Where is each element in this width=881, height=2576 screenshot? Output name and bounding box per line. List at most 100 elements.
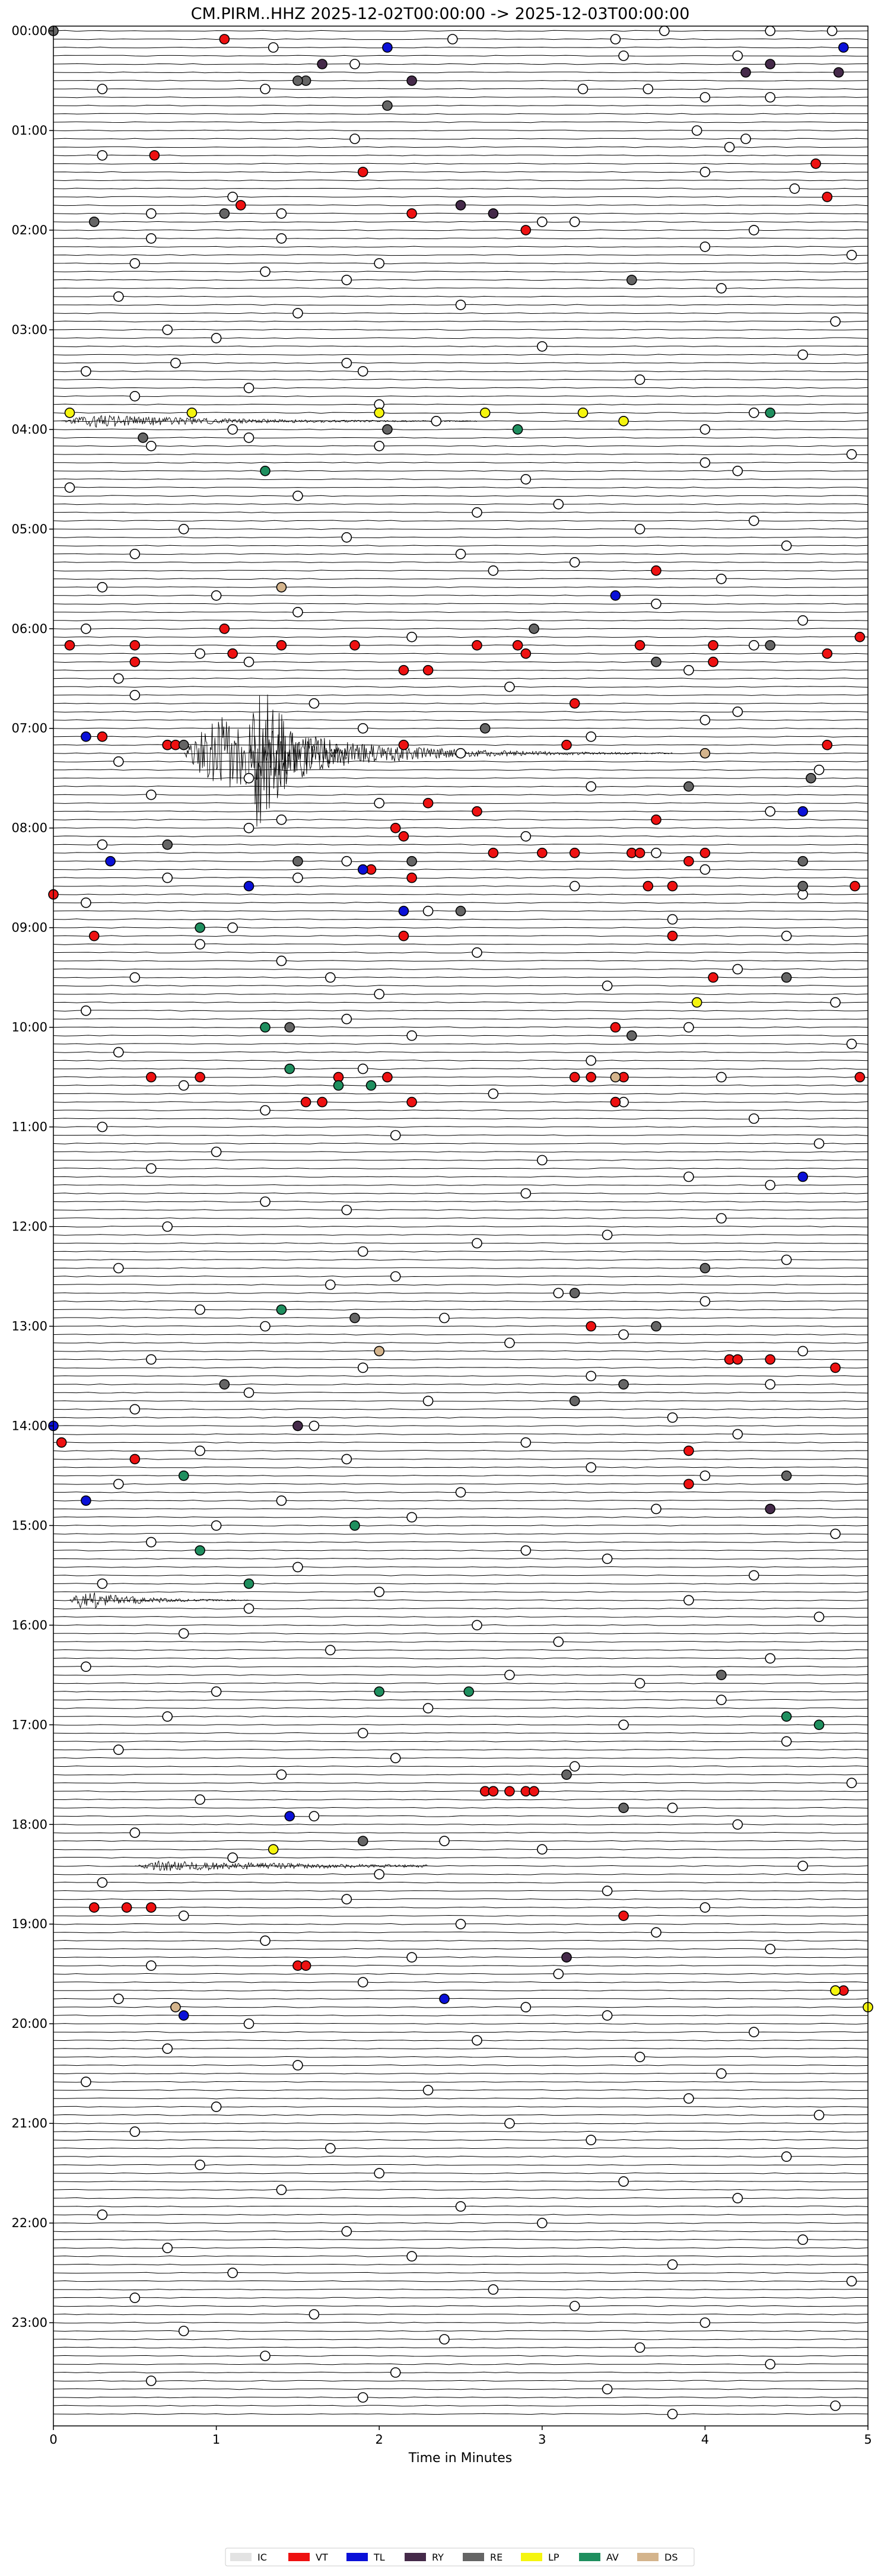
event-marker-ic <box>586 1055 597 1066</box>
event-marker-ic <box>586 2135 597 2145</box>
trace-row <box>53 30 869 32</box>
trace-row <box>53 761 869 763</box>
event-marker-ic <box>211 590 222 601</box>
event-marker-vt <box>398 664 409 676</box>
event-marker-ic <box>178 523 189 535</box>
trace-row <box>53 1848 869 1850</box>
y-tick-label: 17:00 <box>11 1718 47 1732</box>
trace-row <box>53 561 869 564</box>
event-marker-ic <box>341 1894 352 1904</box>
event-marker-ic <box>374 258 385 269</box>
event-marker-vt <box>398 831 409 842</box>
event-marker-ic <box>586 781 597 792</box>
trace-row <box>53 570 869 572</box>
event-marker-re <box>349 1312 360 1324</box>
legend-label-lp: LP <box>548 2552 559 2563</box>
y-tick-label: 11:00 <box>11 1120 47 1134</box>
trace-row <box>53 1408 869 1410</box>
event-marker-ic <box>765 92 775 103</box>
event-marker-ic <box>781 1736 792 1747</box>
trace-row <box>53 1732 869 1734</box>
event-marker-ic <box>146 440 157 451</box>
event-marker-ic <box>81 897 91 908</box>
event-marker-ic <box>634 374 645 385</box>
trace-row <box>53 486 869 489</box>
event-marker-ic <box>586 731 597 742</box>
trace-row <box>53 636 869 638</box>
trace-row <box>53 1309 869 1311</box>
signal-burst <box>135 1860 428 1871</box>
event-marker-ic <box>341 2226 352 2237</box>
event-marker-vt <box>561 739 572 750</box>
event-marker-vt <box>810 158 821 169</box>
event-marker-vt <box>398 930 409 942</box>
trace-row <box>53 2346 869 2349</box>
event-marker-ic <box>732 963 743 975</box>
event-marker-ic <box>716 1071 727 1083</box>
event-marker-ic <box>813 2110 825 2120</box>
event-marker-vt <box>667 930 678 942</box>
event-marker-ic <box>357 1063 368 1074</box>
y-tick-label: 07:00 <box>11 721 47 736</box>
trace-row <box>53 1176 869 1178</box>
y-tick-label: 20:00 <box>11 2017 47 2031</box>
trace-row <box>53 1558 869 1560</box>
event-marker-ic <box>781 540 792 551</box>
event-marker-tl <box>178 2010 189 2021</box>
trace-row <box>53 478 869 481</box>
signal-burst <box>69 1592 249 1609</box>
trace-row <box>53 262 869 265</box>
trace-row <box>53 2189 869 2191</box>
trace-row <box>53 1209 869 1211</box>
event-marker-vt <box>708 972 718 983</box>
event-marker-ic <box>374 1869 385 1879</box>
event-marker-re <box>292 856 303 867</box>
signal-burst <box>61 415 478 428</box>
x-tick-label: 3 <box>538 2432 546 2447</box>
trace-row <box>53 661 868 663</box>
trace-row <box>53 503 869 505</box>
trace-row <box>53 1508 869 1510</box>
event-marker-ic <box>732 1429 743 1440</box>
trace-row <box>53 1467 869 1468</box>
trace-row <box>53 1989 869 1992</box>
trace-row <box>53 1126 869 1128</box>
event-marker-ic <box>439 2334 450 2345</box>
trace-row <box>53 1683 869 1684</box>
trace-row <box>53 113 869 115</box>
event-marker-ic <box>243 1603 255 1614</box>
event-marker-ic <box>724 142 735 152</box>
trace-row <box>53 395 868 397</box>
event-marker-vt <box>651 565 661 576</box>
y-tick-label: 21:00 <box>11 2116 47 2130</box>
event-marker-ic <box>472 1620 482 1631</box>
trace-row <box>53 2313 869 2316</box>
event-marker-ic <box>146 233 157 244</box>
trace-row <box>53 611 869 613</box>
event-marker-ic <box>602 980 613 991</box>
event-marker-vt <box>732 1354 743 1365</box>
event-marker-ic <box>602 1885 613 1896</box>
trace-row <box>53 918 869 920</box>
event-marker-vt <box>129 656 141 667</box>
trace-row <box>53 1043 869 1045</box>
event-marker-ic <box>765 2359 775 2370</box>
event-marker-tl <box>838 42 849 53</box>
trace-row <box>53 2130 869 2133</box>
event-marker-ic <box>789 183 800 194</box>
trace-row <box>53 2230 869 2232</box>
trace-row <box>53 1483 869 1485</box>
event-marker-ic <box>846 1777 857 1789</box>
trace-row <box>53 2305 869 2307</box>
event-marker-ic <box>765 806 775 817</box>
event-marker-ic <box>699 92 711 103</box>
event-marker-ic <box>97 1121 108 1133</box>
trace-row <box>53 2064 869 2066</box>
event-marker-tl <box>610 590 621 601</box>
event-marker-vt <box>520 648 532 659</box>
event-marker-ic <box>618 2176 629 2187</box>
trace-row <box>53 2097 868 2100</box>
event-marker-ic <box>716 2068 727 2079</box>
event-marker-ic <box>813 1138 825 1149</box>
trace-row <box>53 1101 869 1103</box>
